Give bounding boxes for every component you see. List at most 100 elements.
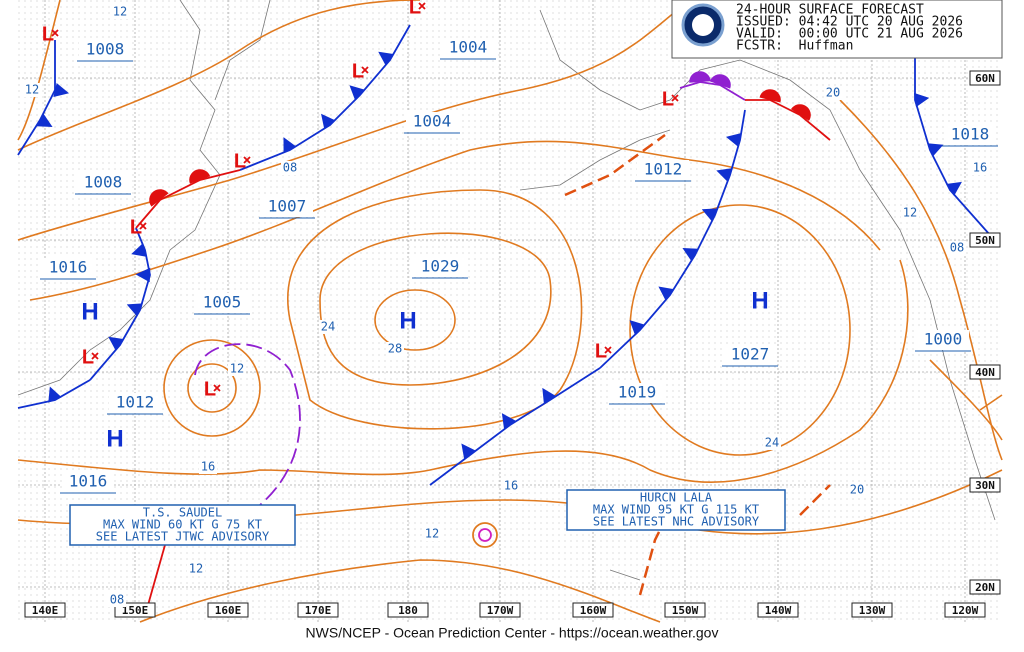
low-x	[139, 222, 147, 230]
advisory-box	[566, 489, 786, 531]
lat-box	[969, 70, 1001, 86]
isobar-bg	[763, 436, 781, 450]
header-box	[671, 0, 1003, 59]
isobar-label: 12	[113, 5, 127, 19]
isobar-label: 12	[230, 362, 244, 376]
low-center: L	[352, 60, 364, 82]
lat-box	[969, 579, 1001, 595]
low-center: L	[234, 150, 246, 172]
pressure-label: 1027	[731, 345, 770, 364]
isobar-bg	[386, 342, 404, 356]
pressure-label: 1012	[116, 393, 155, 412]
lat-box	[969, 232, 1001, 248]
pressure-label: 1012	[644, 160, 683, 179]
isobar-label: 16	[973, 161, 987, 175]
isobar-bg	[423, 527, 441, 541]
lon-label: 170E	[305, 604, 332, 617]
header-line: VALID: 00:00 UTC 21 AUG 2026	[736, 27, 963, 42]
low-x	[671, 94, 679, 102]
pressure-bg	[944, 125, 996, 145]
lon-label: 150W	[672, 604, 699, 617]
lon-label: 170W	[487, 604, 514, 617]
isobar-bg	[502, 479, 520, 493]
isobar-bg	[199, 460, 217, 474]
lat-label: 20N	[975, 581, 995, 594]
isobar-label: 24	[321, 320, 335, 334]
lat-label: 40N	[975, 366, 995, 379]
header-line: ISSUED: 04:42 UTC 20 AUG 2026	[736, 15, 963, 30]
isobar-bg	[848, 483, 866, 497]
isobar-label: 12	[25, 83, 39, 97]
pressure-label: 1019	[618, 383, 657, 402]
low-x	[91, 352, 99, 360]
isobar-bg	[319, 320, 337, 334]
lon-label: 160W	[580, 604, 607, 617]
pressure-bg	[637, 160, 689, 180]
pressure-label: 1008	[86, 40, 125, 59]
lon-box	[851, 602, 893, 618]
low-center: L	[204, 378, 216, 400]
advisory-line: SEE LATEST JTWC ADVISORY	[96, 530, 270, 544]
advisory-line: HURCN LALA	[640, 491, 713, 505]
pressure-label: 1007	[268, 197, 307, 216]
lon-box	[572, 602, 614, 618]
isobar-bg	[281, 161, 299, 175]
low-center: L	[130, 216, 142, 238]
pressure-label: 1016	[69, 472, 108, 491]
lon-box	[207, 602, 249, 618]
footer: NWS/NCEP - Ocean Prediction Center - htt…	[306, 625, 719, 641]
isobar-label: 12	[903, 206, 917, 220]
isobar-bg	[187, 562, 205, 576]
pressure-label: 1029	[421, 257, 460, 276]
low-x	[51, 29, 59, 37]
low-x	[418, 2, 426, 10]
pressure-label: 1005	[203, 293, 242, 312]
lon-label: 160E	[215, 604, 242, 617]
lon-box	[297, 602, 339, 618]
header-line: FCSTR: Huffman	[736, 39, 853, 54]
isobar-bg	[948, 241, 966, 255]
isobar-label: 24	[765, 436, 779, 450]
lon-box	[479, 602, 521, 618]
isobar-bg	[901, 206, 919, 220]
pressure-bg	[62, 472, 114, 492]
header-line: 24-HOUR SURFACE FORECAST	[736, 3, 924, 18]
low-center: L	[662, 88, 674, 110]
high-center: H	[751, 287, 768, 314]
isobar-bg	[111, 5, 129, 19]
isobar-bg	[23, 83, 41, 97]
advisory-line: MAX WIND 95 KT G 115 KT	[593, 503, 759, 517]
lat-box	[969, 477, 1001, 493]
lon-box	[944, 602, 986, 618]
lon-box	[757, 602, 799, 618]
lat-label: 50N	[975, 234, 995, 247]
advisory-line: MAX WIND 60 KT G 75 KT	[103, 518, 262, 532]
pressure-label: 1004	[449, 38, 488, 57]
low-x	[243, 156, 251, 164]
advisory-box	[69, 504, 296, 546]
isobar-bg	[971, 161, 989, 175]
pressure-bg	[724, 345, 776, 365]
lon-label: 180	[398, 604, 418, 617]
isobar-label: 08	[283, 161, 297, 175]
pressure-label: 1004	[413, 112, 452, 131]
fronts	[17, 24, 991, 606]
isobar-bg	[228, 362, 246, 376]
isobar-label: 12	[189, 562, 203, 576]
pressure-bg	[917, 330, 969, 350]
pressure-label: 1008	[84, 173, 123, 192]
pressure-bg	[442, 38, 494, 58]
lon-label: 150E	[122, 604, 149, 617]
pressure-bg	[414, 257, 466, 277]
lon-box	[664, 602, 706, 618]
isobar-label: 16	[201, 460, 215, 474]
isobar-bg	[108, 593, 126, 607]
high-center: H	[399, 307, 416, 334]
pressure-label: 1018	[951, 125, 990, 144]
isobar-label: 20	[826, 86, 840, 100]
pressure-bg	[611, 383, 663, 403]
pressure-bg	[196, 293, 248, 313]
pressure-label: 1016	[49, 258, 88, 277]
